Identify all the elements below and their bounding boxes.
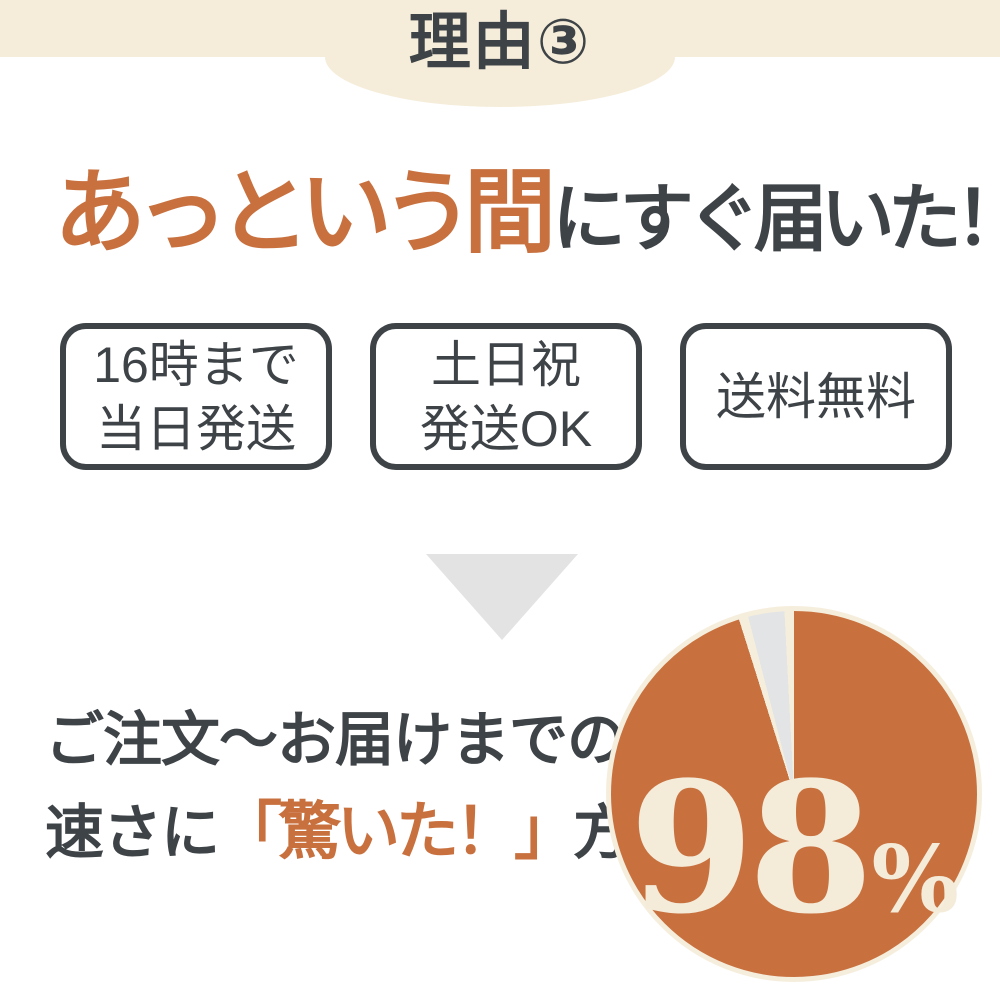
pie-percentage-value: 98 bbox=[629, 743, 873, 954]
page-title: 理由③ bbox=[408, 8, 592, 77]
badge-line: 土日祝 bbox=[431, 336, 581, 393]
pie-percentage-unit: % bbox=[871, 825, 959, 933]
stat-caption: ご注文〜お届けまでの 速さに「驚いた！」方 bbox=[45, 694, 632, 879]
header-bulge bbox=[325, 7, 675, 107]
stat-caption-line2: 速さに「驚いた！」方 bbox=[45, 786, 632, 879]
badge-line: 送料無料 bbox=[716, 368, 916, 425]
badge-line: 16時まで bbox=[93, 336, 299, 393]
headline: あっという間にすぐ届いた！ bbox=[54, 158, 1000, 295]
badge-same-day-shipping: 16時まで 当日発送 bbox=[60, 323, 332, 470]
badge-line: 発送OK bbox=[419, 400, 593, 457]
pie-center-label: 98% bbox=[611, 759, 977, 939]
badge-row: 16時まで 当日発送 土日祝 発送OK 送料無料 bbox=[60, 323, 952, 470]
down-triangle-icon bbox=[426, 554, 578, 640]
stat-caption-highlight: 「驚いた！」 bbox=[219, 797, 577, 867]
headline-highlight: あっという間 bbox=[54, 162, 556, 264]
badge-free-shipping: 送料無料 bbox=[680, 323, 952, 470]
badge-weekend-holiday-shipping: 土日祝 発送OK bbox=[370, 323, 642, 470]
stat-caption-prefix: 速さに bbox=[45, 800, 220, 866]
stat-caption-line1: ご注文〜お届けまでの bbox=[45, 707, 626, 773]
headline-rest: にすぐ届いた！ bbox=[552, 177, 1000, 260]
badge-line: 当日発送 bbox=[96, 400, 296, 457]
pie-chart: 98% bbox=[606, 606, 982, 982]
